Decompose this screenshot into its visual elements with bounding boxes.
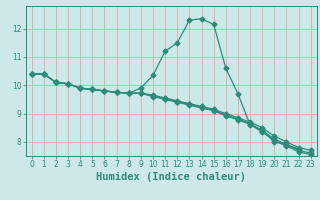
X-axis label: Humidex (Indice chaleur): Humidex (Indice chaleur) — [96, 172, 246, 182]
